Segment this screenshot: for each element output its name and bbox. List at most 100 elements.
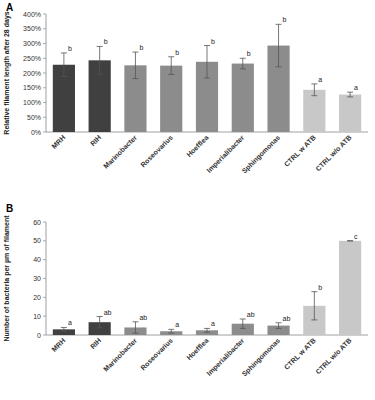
x-tick-label: Marinobacter (102, 337, 138, 373)
error-cap (276, 322, 282, 323)
y-tick-label: 20 (33, 294, 41, 301)
significance-letter: b (247, 50, 251, 57)
x-tick-label: MRH (50, 337, 66, 353)
y-tick-label: 0% (31, 129, 41, 136)
error-line (242, 319, 243, 328)
error-cap (276, 24, 282, 25)
y-tick (43, 73, 46, 74)
error-cap (97, 327, 103, 328)
significance-letter: a (318, 76, 322, 83)
y-axis-label: Number of bacteria per µm of filament (3, 215, 11, 342)
error-cap (347, 240, 353, 241)
x-tick-label: CTRL w ATB (283, 134, 317, 168)
error-bar (168, 329, 174, 333)
error-cap (347, 96, 353, 97)
y-tick-label: 250% (23, 55, 41, 62)
y-tick (43, 117, 46, 118)
error-cap (240, 318, 246, 319)
error-bar (97, 317, 103, 328)
error-cap (97, 316, 103, 317)
significance-letter: a (354, 84, 358, 91)
y-tick (43, 297, 46, 298)
x-tick-label: Sphingomonas (241, 134, 282, 175)
y-tick (43, 43, 46, 44)
y-tick-label: 10 (33, 313, 41, 320)
error-cap (168, 56, 174, 57)
x-tick-label: Roseovarius (139, 337, 174, 372)
significance-letter: c (354, 233, 358, 240)
error-cap (61, 76, 67, 77)
chart-panel: A0%50%100%150%200%250%300%350%400%Relati… (3, 2, 368, 175)
error-cap (97, 74, 103, 75)
error-cap (97, 46, 103, 47)
error-cap (276, 328, 282, 329)
error-cap (276, 66, 282, 67)
significance-letter: b (68, 45, 72, 52)
bar (232, 64, 254, 132)
error-cap (132, 333, 138, 334)
error-line (63, 327, 64, 331)
error-line (278, 323, 279, 329)
x-tick-label: Sphingomonas (241, 337, 282, 378)
error-cap (61, 331, 67, 332)
x-tick-label: Hoefflea (185, 337, 210, 362)
y-tick (43, 278, 46, 279)
error-cap (311, 95, 317, 96)
x-tick-label: RIH (89, 134, 102, 147)
error-line (171, 57, 172, 75)
y-tick-label: 30 (33, 275, 41, 282)
error-cap (311, 83, 317, 84)
error-cap (240, 328, 246, 329)
error-line (99, 317, 100, 328)
error-bar (276, 24, 282, 66)
significance-letter: b (283, 16, 287, 23)
error-bar (240, 58, 246, 69)
error-cap (132, 52, 138, 53)
error-line (99, 46, 100, 74)
y-tick (43, 132, 46, 133)
y-tick (43, 102, 46, 103)
y-tick (43, 259, 46, 260)
error-bar (240, 319, 246, 328)
y-axis (46, 222, 47, 335)
bar (339, 95, 361, 132)
error-bar (132, 52, 138, 79)
y-tick (43, 58, 46, 59)
error-line (171, 329, 172, 333)
error-cap (132, 321, 138, 322)
error-cap (240, 68, 246, 69)
significance-letter: ab (104, 309, 112, 316)
y-tick (43, 87, 46, 88)
y-tick-label: 400% (23, 11, 41, 18)
significance-letter: ab (247, 311, 255, 318)
error-cap (347, 240, 353, 241)
error-line (135, 52, 136, 79)
marks (53, 241, 361, 335)
x-tick-label: Roseovarius (139, 134, 174, 169)
significance-letter: ab (139, 314, 147, 321)
error-cap (168, 333, 174, 334)
significance-letter: a (175, 321, 179, 328)
y-tick (43, 28, 46, 29)
error-line (207, 46, 208, 78)
error-line (63, 53, 64, 77)
error-line (242, 58, 243, 69)
y-tick-label: 50 (33, 237, 41, 244)
error-bar (204, 328, 210, 332)
error-cap (204, 45, 210, 46)
significance-letter: b (139, 44, 143, 51)
error-cap (204, 332, 210, 333)
error-cap (168, 74, 174, 75)
significance-letter: ab (283, 315, 291, 322)
error-cap (347, 92, 353, 93)
error-bar (347, 92, 353, 97)
significance-letter: b (104, 38, 108, 45)
x-tick-label: CTRL w/o ATB (314, 337, 353, 376)
error-bar (132, 322, 138, 333)
x-tick-label: RIH (89, 337, 102, 350)
panel-label: B (6, 203, 13, 214)
y-tick-label: 150% (23, 84, 41, 91)
bar (303, 90, 325, 132)
significance-letter: b (211, 38, 215, 45)
y-tick (43, 316, 46, 317)
